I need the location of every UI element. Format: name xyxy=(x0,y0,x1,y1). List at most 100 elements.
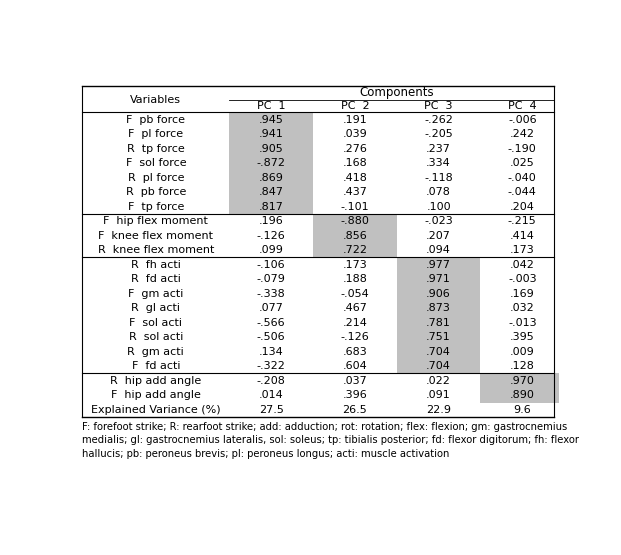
Text: F  hip flex moment: F hip flex moment xyxy=(103,216,208,226)
Text: -.215: -.215 xyxy=(508,216,537,226)
Text: .242: .242 xyxy=(510,129,535,139)
Text: .869: .869 xyxy=(259,173,284,183)
Text: .022: .022 xyxy=(426,376,451,386)
Bar xyxy=(229,127,313,142)
Bar xyxy=(313,229,397,243)
Text: R  fd acti: R fd acti xyxy=(131,274,181,284)
Bar xyxy=(229,185,313,199)
Bar xyxy=(397,301,481,315)
Text: R  pb force: R pb force xyxy=(125,187,186,197)
Bar xyxy=(229,156,313,170)
Bar xyxy=(397,286,481,301)
Text: Variables: Variables xyxy=(130,94,181,104)
Text: R  hip add angle: R hip add angle xyxy=(110,376,201,386)
Bar xyxy=(397,330,481,345)
Text: .704: .704 xyxy=(426,347,451,357)
Text: -.054: -.054 xyxy=(340,289,369,299)
Text: R  fh acti: R fh acti xyxy=(131,260,181,270)
Text: -.023: -.023 xyxy=(424,216,453,226)
Text: -.101: -.101 xyxy=(340,201,369,211)
Text: .817: .817 xyxy=(259,201,284,211)
Text: R  sol acti: R sol acti xyxy=(129,332,183,342)
Bar xyxy=(397,315,481,330)
Text: 9.6: 9.6 xyxy=(514,405,531,415)
Text: F  sol acti: F sol acti xyxy=(129,317,183,327)
Text: .276: .276 xyxy=(342,144,367,154)
Text: F: forefoot strike; R: rearfoot strike; add: adduction; rot: rotation; flex: fle: F: forefoot strike; R: rearfoot strike; … xyxy=(83,422,579,458)
Text: .847: .847 xyxy=(258,187,284,197)
Text: R  gl acti: R gl acti xyxy=(131,303,180,313)
Text: PC  2: PC 2 xyxy=(340,102,369,112)
Bar xyxy=(397,272,481,286)
Text: .905: .905 xyxy=(259,144,283,154)
Text: .971: .971 xyxy=(426,274,451,284)
Text: .168: .168 xyxy=(342,158,367,168)
Text: -.322: -.322 xyxy=(256,361,286,371)
Text: -.106: -.106 xyxy=(257,260,286,270)
Text: .173: .173 xyxy=(342,260,367,270)
Bar xyxy=(313,214,397,229)
Text: -.338: -.338 xyxy=(256,289,286,299)
Text: PC  1: PC 1 xyxy=(257,102,285,112)
Text: .077: .077 xyxy=(259,303,284,313)
Text: .128: .128 xyxy=(510,361,535,371)
Text: .873: .873 xyxy=(426,303,451,313)
Text: F  hip add angle: F hip add angle xyxy=(111,390,201,400)
Bar xyxy=(229,112,313,127)
Text: .467: .467 xyxy=(342,303,367,313)
Text: .078: .078 xyxy=(426,187,451,197)
Text: .418: .418 xyxy=(342,173,367,183)
Text: -.044: -.044 xyxy=(508,187,537,197)
Text: -.006: -.006 xyxy=(508,114,537,124)
Text: -.126: -.126 xyxy=(256,231,286,241)
Text: F  tp force: F tp force xyxy=(128,201,184,211)
Text: .094: .094 xyxy=(426,245,451,255)
Text: .334: .334 xyxy=(426,158,451,168)
Text: Components: Components xyxy=(360,87,434,99)
Text: .970: .970 xyxy=(510,376,535,386)
Text: .396: .396 xyxy=(342,390,367,400)
Text: .014: .014 xyxy=(259,390,283,400)
Text: .237: .237 xyxy=(426,144,451,154)
Text: -.003: -.003 xyxy=(508,274,537,284)
Text: .032: .032 xyxy=(510,303,535,313)
Text: .722: .722 xyxy=(342,245,368,255)
Text: F  gm acti: F gm acti xyxy=(128,289,184,299)
Text: -.126: -.126 xyxy=(340,332,369,342)
Text: F  pb force: F pb force xyxy=(126,114,185,124)
Text: .091: .091 xyxy=(426,390,451,400)
Text: .169: .169 xyxy=(510,289,535,299)
Bar xyxy=(481,374,564,388)
Text: -.566: -.566 xyxy=(257,317,286,327)
Text: -.118: -.118 xyxy=(424,173,453,183)
Text: .039: .039 xyxy=(342,129,367,139)
Text: .604: .604 xyxy=(342,361,367,371)
Text: .214: .214 xyxy=(342,317,367,327)
Text: .196: .196 xyxy=(259,216,283,226)
Text: R  knee flex moment: R knee flex moment xyxy=(97,245,214,255)
Text: 27.5: 27.5 xyxy=(259,405,284,415)
Bar xyxy=(229,199,313,214)
Text: .856: .856 xyxy=(342,231,367,241)
Text: .188: .188 xyxy=(342,274,367,284)
Text: .977: .977 xyxy=(426,260,451,270)
Text: -.205: -.205 xyxy=(424,129,453,139)
Text: .906: .906 xyxy=(426,289,451,299)
Text: PC  4: PC 4 xyxy=(508,102,537,112)
Text: .099: .099 xyxy=(259,245,284,255)
Text: F  pl force: F pl force xyxy=(129,129,183,139)
Text: -.013: -.013 xyxy=(508,317,537,327)
Text: Explained Variance (%): Explained Variance (%) xyxy=(91,405,220,415)
Bar xyxy=(313,243,397,258)
Text: .207: .207 xyxy=(426,231,451,241)
Text: .414: .414 xyxy=(510,231,535,241)
Text: .009: .009 xyxy=(510,347,535,357)
Text: .037: .037 xyxy=(342,376,367,386)
Bar xyxy=(397,359,481,374)
Text: F  knee flex moment: F knee flex moment xyxy=(98,231,214,241)
Text: R  pl force: R pl force xyxy=(127,173,184,183)
Text: -.506: -.506 xyxy=(257,332,286,342)
Text: .941: .941 xyxy=(259,129,284,139)
Text: .173: .173 xyxy=(510,245,535,255)
Text: 22.9: 22.9 xyxy=(426,405,451,415)
